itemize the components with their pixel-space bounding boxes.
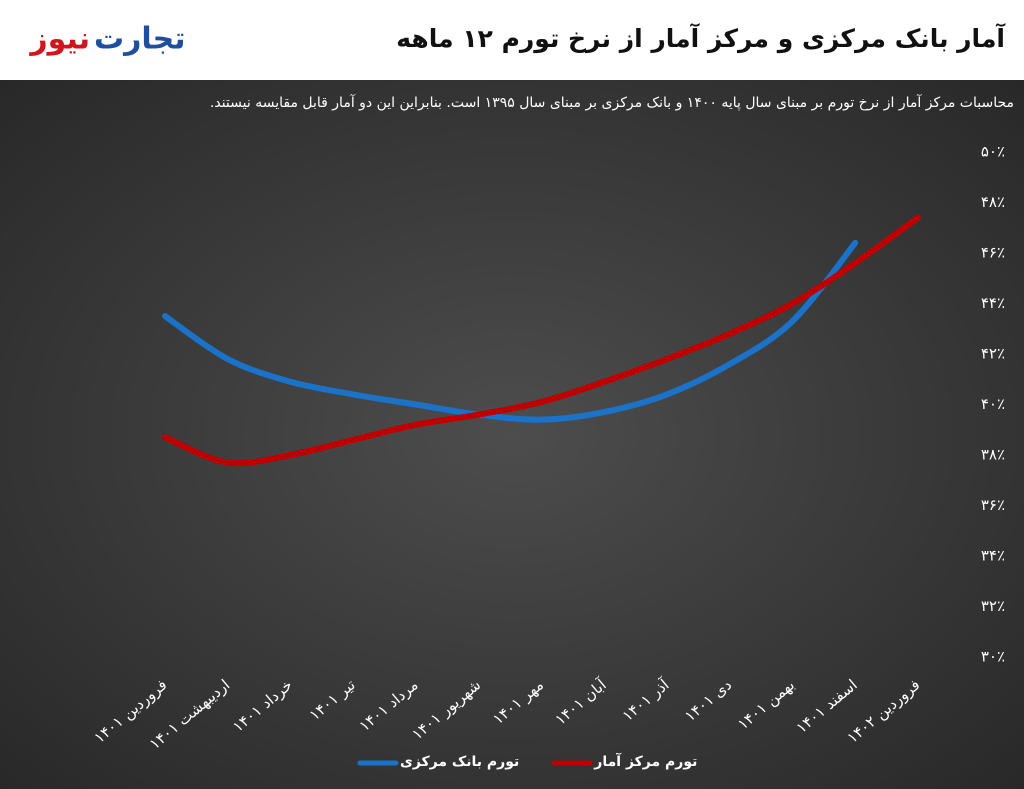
chart-subtitle: محاسبات مرکز آمار از نرخ تورم بر مبنای س… (210, 94, 1014, 111)
chart-title: آمار بانک مرکزی و مرکز آمار از نرخ تورم … (396, 23, 1006, 54)
chart-background (0, 80, 1024, 789)
y-tick-label: ۴۲٪ (981, 345, 1005, 363)
logo-second: نیوز (28, 22, 90, 57)
y-tick-label: ۳۴٪ (981, 547, 1005, 565)
series-line (162, 214, 921, 467)
series-line (162, 239, 859, 423)
legend-label: تورم بانک مرکزی (400, 754, 519, 770)
y-tick-label: ۵۰٪ (981, 143, 1005, 161)
y-tick-label: ۳۸٪ (981, 446, 1005, 464)
y-tick-label: ۳۲٪ (981, 597, 1005, 615)
y-tick-label: ۳۶٪ (981, 496, 1005, 514)
legend-label: تورم مرکز آمار (593, 752, 697, 770)
y-tick-label: ۳۰٪ (981, 648, 1005, 666)
header-band (0, 0, 1024, 80)
logo-first: تجارت (94, 22, 186, 57)
y-tick-label: ۴۰٪ (981, 395, 1005, 413)
y-tick-label: ۴۶٪ (981, 244, 1005, 262)
y-tick-label: ۴۴٪ (981, 294, 1005, 312)
y-tick-label: ۴۸٪ (981, 193, 1005, 211)
